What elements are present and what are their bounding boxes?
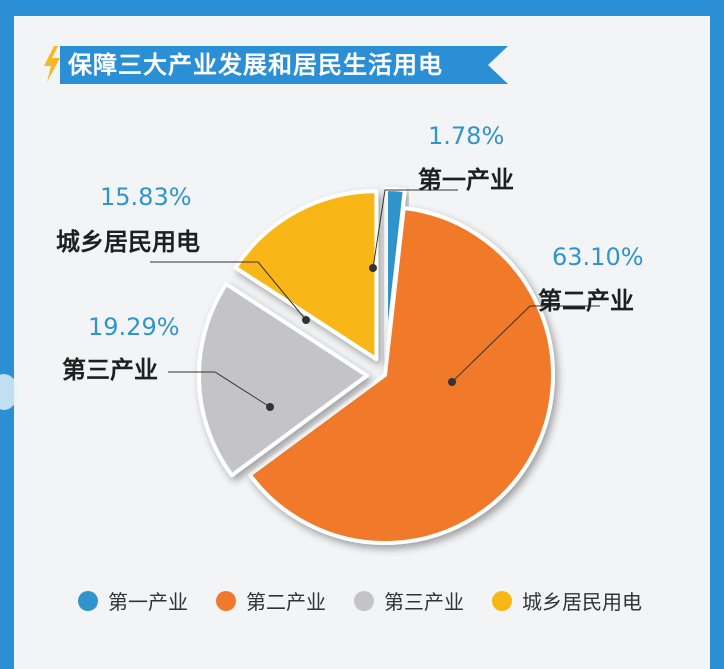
slice-label-tertiary-pct: 19.29% — [88, 313, 180, 341]
leader-dot-primary — [369, 264, 377, 272]
legend-label-primary: 第一产业 — [108, 590, 188, 614]
legend-item-tertiary: 第三产业 — [354, 586, 464, 615]
legend-item-primary: 第一产业 — [78, 586, 188, 615]
leader-line-tertiary — [168, 371, 271, 408]
leader-line-secondary — [451, 305, 600, 383]
slice-residential — [233, 189, 379, 362]
chart-legend: 第一产业 第二产业 第三产业 城乡居民用电 — [78, 586, 642, 615]
leader-line-primary — [372, 189, 458, 269]
slice-label-primary-pct: 1.78% — [428, 122, 505, 150]
legend-swatch-tertiary — [354, 590, 374, 611]
legend-label-residential: 城乡居民用电 — [522, 590, 642, 614]
legend-swatch-residential — [492, 590, 512, 611]
slice-secondary — [247, 206, 555, 545]
legend-item-secondary: 第二产业 — [216, 586, 326, 615]
legend-label-secondary: 第二产业 — [246, 590, 326, 614]
legend-item-residential: 城乡居民用电 — [492, 586, 642, 615]
legend-label-tertiary: 第三产业 — [384, 590, 464, 614]
leader-dot-residential — [302, 316, 310, 324]
leader-line-residential — [150, 261, 307, 321]
leader-dot-secondary — [448, 378, 456, 386]
slice-tertiary — [197, 282, 370, 478]
slice-label-tertiary-name: 第三产业 — [62, 356, 158, 384]
slice-label-secondary-pct: 63.10% — [552, 243, 644, 271]
legend-swatch-primary — [78, 590, 98, 611]
slice-label-residential-pct: 15.83% — [100, 183, 192, 211]
leader-dot-tertiary — [266, 403, 274, 411]
slice-label-secondary-name: 第二产业 — [538, 287, 634, 315]
lightning-bolt-icon — [44, 46, 60, 82]
slice-label-primary-name: 第一产业 — [418, 166, 514, 194]
chart-title: 保障三大产业发展和居民生活用电 — [68, 51, 443, 79]
legend-swatch-secondary — [216, 590, 236, 611]
slice-label-residential-name: 城乡居民用电 — [56, 228, 200, 256]
title-banner — [60, 46, 508, 84]
